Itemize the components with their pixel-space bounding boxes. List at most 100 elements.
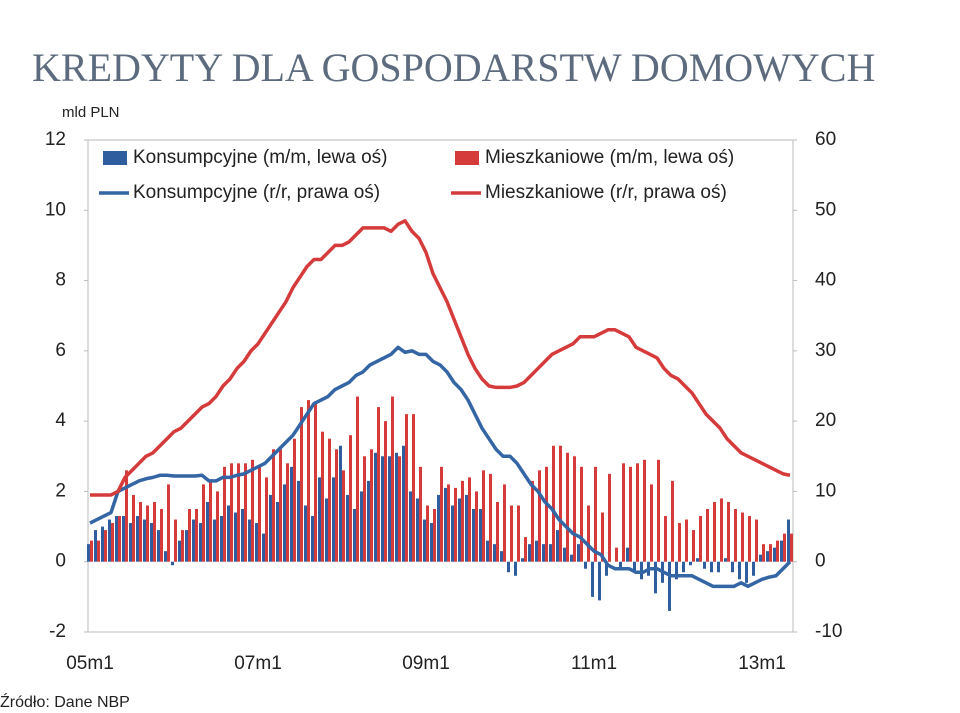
bar xyxy=(167,484,170,562)
bar xyxy=(454,487,457,562)
bar xyxy=(146,505,149,562)
y-tick-label: -2 xyxy=(49,621,66,642)
bar xyxy=(136,516,139,562)
x-tick-label: 13m1 xyxy=(738,653,786,674)
bar xyxy=(293,438,296,562)
bar xyxy=(108,519,111,562)
bar xyxy=(171,561,174,566)
x-tick-label: 07m1 xyxy=(234,653,282,674)
line xyxy=(90,219,791,497)
bar xyxy=(668,561,671,611)
bar xyxy=(216,491,219,562)
bar xyxy=(717,561,720,573)
bar xyxy=(535,540,538,562)
y2-tick-label: 60 xyxy=(815,129,836,150)
bar xyxy=(552,445,555,562)
bar xyxy=(706,509,709,562)
bar xyxy=(475,491,478,562)
bar xyxy=(342,470,345,562)
bar xyxy=(626,547,629,562)
y-tick-label: 12 xyxy=(45,129,66,150)
bar xyxy=(587,505,590,562)
bar xyxy=(591,561,594,597)
bar xyxy=(181,530,184,562)
bar xyxy=(528,544,531,562)
bar xyxy=(129,523,132,562)
bar xyxy=(244,463,247,562)
bar xyxy=(447,484,450,562)
bar xyxy=(409,491,412,562)
bar xyxy=(759,554,762,562)
bar xyxy=(227,505,230,562)
bar xyxy=(622,463,625,562)
bar xyxy=(307,400,310,562)
bar xyxy=(549,544,552,562)
y-tick-label: 10 xyxy=(45,199,66,220)
bar xyxy=(314,403,317,562)
bar xyxy=(703,561,706,569)
bar xyxy=(272,449,275,562)
bar xyxy=(353,509,356,562)
bar xyxy=(206,501,209,562)
bar xyxy=(650,484,653,562)
bar xyxy=(636,463,639,562)
bar xyxy=(678,523,681,562)
bar xyxy=(601,512,604,562)
bar xyxy=(598,561,601,601)
bar xyxy=(783,533,786,562)
y2-tick-label: -10 xyxy=(815,621,842,642)
y2-tick-label: 50 xyxy=(815,199,836,220)
bar xyxy=(752,561,755,576)
bar xyxy=(213,519,216,562)
bar xyxy=(300,407,303,562)
bar xyxy=(318,477,321,562)
bar xyxy=(500,551,503,562)
bar xyxy=(710,561,713,573)
bar xyxy=(563,547,566,562)
bar xyxy=(304,505,307,562)
bar xyxy=(174,519,177,562)
bar xyxy=(157,530,160,562)
bar xyxy=(391,396,394,562)
bar xyxy=(734,509,737,562)
plot-frame xyxy=(87,139,794,633)
bar xyxy=(321,431,324,562)
bar xyxy=(787,519,790,562)
bar xyxy=(507,561,510,573)
bar xyxy=(195,509,198,562)
bar xyxy=(202,484,205,562)
bar xyxy=(199,523,202,562)
bar xyxy=(426,505,429,562)
bar xyxy=(384,421,387,562)
bar xyxy=(258,466,261,562)
bar xyxy=(559,445,562,562)
bar xyxy=(356,396,359,562)
bar xyxy=(132,494,135,562)
bar xyxy=(584,561,587,569)
bar xyxy=(444,487,447,562)
bar xyxy=(94,530,97,562)
bar xyxy=(493,544,496,562)
line xyxy=(89,345,792,589)
bar xyxy=(762,544,765,562)
bar xyxy=(209,480,212,562)
bar xyxy=(682,561,685,573)
bar xyxy=(139,501,142,562)
bar xyxy=(118,516,121,562)
bar xyxy=(615,547,618,562)
x-tick-label: 09m1 xyxy=(402,653,450,674)
y-axis-label: mld PLN xyxy=(62,104,120,121)
y-tick-label: 6 xyxy=(55,340,66,361)
bar xyxy=(311,516,314,562)
bar xyxy=(230,463,233,562)
bar xyxy=(692,530,695,562)
bar xyxy=(608,473,611,562)
bar xyxy=(657,459,660,562)
bar xyxy=(419,466,422,562)
bar xyxy=(458,498,461,562)
bar xyxy=(160,509,163,562)
bar xyxy=(286,463,289,562)
bar xyxy=(164,551,167,562)
bar xyxy=(223,466,226,562)
bar xyxy=(713,501,716,562)
